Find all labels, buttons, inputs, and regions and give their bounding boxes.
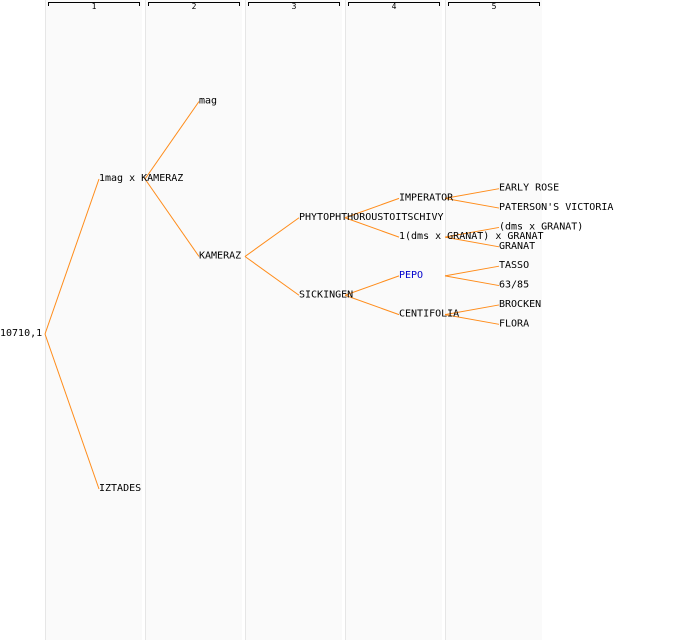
pedigree-edge (444, 236, 500, 248)
cross-node-imperator: IMPERATOR (399, 192, 454, 203)
generation-bracket (148, 2, 240, 6)
generation-bracket (448, 2, 540, 6)
generation-bracket (348, 2, 440, 6)
pedigree-edge (444, 197, 500, 209)
leaf-node-early-rose: EARLY ROSE (499, 183, 559, 194)
pedigree-edge (444, 304, 500, 316)
cross-node-1mag-x-kameraz: 1mag x KAMERAZ (99, 173, 183, 184)
cross-node-phytophthoroustoitschivy: PHYTOPHTHOROUSTOITSCHIVY (299, 212, 444, 223)
leaf-node-tasso: TASSO (499, 260, 529, 271)
generation-column (146, 0, 242, 640)
pedigree-edge (344, 217, 400, 238)
leaf-node-dms-x-granat: (dms x GRANAT) (499, 221, 583, 232)
pedigree-edge (144, 178, 200, 257)
cross-node-1-dms-x-granat-x-granat: 1(dms x GRANAT) x GRANAT (399, 231, 544, 242)
leaf-node-flora: FLORA (499, 318, 529, 329)
generation-label: 3 (292, 2, 297, 11)
pedigree-edge (144, 101, 200, 180)
leaf-node-63-85: 63/85 (499, 280, 529, 291)
pedigree-edge (344, 294, 400, 316)
leaf-node-granat: GRANAT (499, 241, 535, 252)
pedigree-edge (344, 275, 400, 296)
leaf-node-paterson-s-victoria: PATERSON'S VICTORIA (499, 202, 613, 213)
cross-node-kameraz: KAMERAZ (199, 251, 241, 262)
generation-label: 1 (92, 2, 97, 11)
generation-column (446, 0, 542, 640)
pedigree-edge (344, 197, 400, 219)
pedigree-edge (444, 188, 500, 199)
pedigree-edge (44, 333, 100, 490)
pedigree-edge (444, 226, 500, 238)
generation-label: 2 (192, 2, 197, 11)
pedigree-edge (444, 314, 500, 325)
pedigree-edge (444, 265, 500, 277)
generation-column (246, 0, 342, 640)
pedigree-edges (44, 101, 500, 490)
generation-bracket (248, 2, 340, 6)
leaf-node-mag: mag (199, 96, 217, 107)
generation-label: 5 (492, 2, 497, 11)
pedigree-edge (444, 275, 500, 287)
cross-node-pepo: PEPO (399, 270, 423, 281)
generation-column (346, 0, 442, 640)
pedigree-edge (244, 217, 300, 257)
cross-node-sickingen: SICKINGEN (299, 289, 353, 300)
leaf-node-iztades: IZTADES (99, 483, 141, 494)
leaf-node-brocken: BROCKEN (499, 299, 541, 310)
generation-label: 4 (392, 2, 397, 11)
pedigree-edge (244, 256, 300, 296)
generation-columns: 1 2 3 4 5 (45, 0, 542, 640)
generation-column (46, 0, 142, 640)
cross-node-10710-1: 10710,1 (0, 328, 42, 339)
generation-bracket (48, 2, 140, 6)
cross-node-centifolia: CENTIFOLIA (399, 309, 459, 320)
pedigree-edge (44, 178, 100, 335)
pedigree-nodes: 10710,1 1mag x KAMERAZ mag KAMERAZ PHYTOPHTH… (0, 96, 613, 495)
